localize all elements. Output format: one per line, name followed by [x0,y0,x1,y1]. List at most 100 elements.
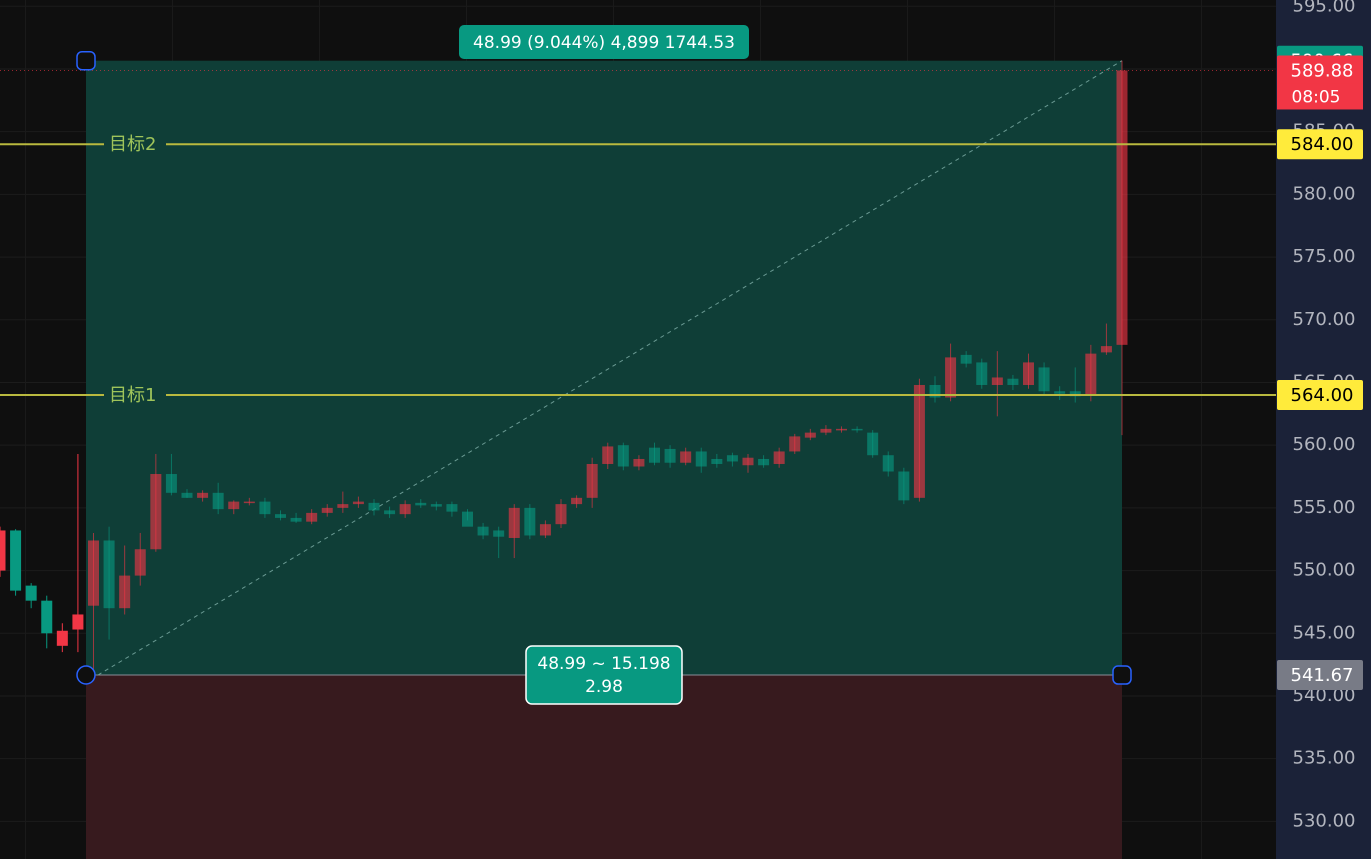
candle-body [929,384,941,398]
candle-body [477,526,489,536]
candle-body [1023,362,1034,385]
y-tick-label: 580.00 [1293,183,1356,204]
candle-body [259,501,271,515]
y-tick-label: 575.00 [1293,246,1356,267]
candle-body [134,549,146,576]
candle-body [882,455,894,472]
candle-body [602,446,614,464]
ratio-box [525,645,683,705]
candle-body [820,428,832,433]
candle-body [41,600,53,634]
candle-body [56,630,68,646]
candle-body [337,504,349,508]
summary-text: 48.99 (9.044%) 4,899 1744.53 [473,33,735,53]
candle-body [25,585,37,601]
y-tick-label: 545.00 [1293,622,1356,643]
ratio-text: 2.98 [585,677,623,697]
candle-body [508,507,520,538]
target-label: 目标1 [109,385,156,406]
candle-body [290,517,302,522]
countdown: 08:05 [1292,87,1341,107]
candle-body [228,501,240,510]
countdown-bg [1277,83,1363,110]
candle-body [586,463,598,498]
loss-zone [86,675,1122,859]
candle-body [960,354,972,364]
grid-line-vertical [25,0,26,859]
candle-body [150,474,162,550]
candle-body [1069,391,1081,397]
candle-body [789,436,801,452]
candle-body [773,451,785,464]
candle-body [664,448,676,463]
diagonal [97,60,1123,676]
candle-body [243,501,255,504]
candle-body [1054,391,1066,394]
candle-body [212,492,224,510]
candle-body [571,497,583,505]
handle [76,50,96,71]
candle-body [10,530,22,591]
candle-body [462,511,473,527]
candle-body [72,614,84,630]
candle-body [711,458,723,464]
candle-body [181,492,193,498]
candle-body [649,447,660,463]
candle-body [1007,378,1019,385]
price-tag [1277,129,1363,160]
y-tick-label: 535.00 [1293,748,1356,769]
summary-box [459,25,749,59]
candle-body [695,451,707,467]
candle-body [321,507,333,513]
candle-body [898,471,910,501]
candle-body [446,504,458,512]
candle-body [493,530,505,537]
candle-body [165,474,177,493]
candle-body [836,428,847,431]
candle-body [352,501,364,505]
candle-body [991,377,1003,385]
y-tick-label: 550.00 [1293,560,1356,581]
handle [1112,665,1132,685]
candle-body [306,512,318,522]
candle-body [867,432,879,456]
profit-zone [86,60,1122,676]
candle-body [197,492,209,498]
candle-body [555,504,567,525]
candle-body [758,458,770,466]
candle-body [368,502,380,511]
candle-body [524,507,536,536]
candle-body [119,575,131,609]
candle-body [539,524,551,536]
y-tick-label: 570.00 [1293,309,1356,330]
candle-body [976,362,988,385]
price-tag-label: 584.00 [1291,134,1354,155]
ratio-text: 48.99 ~ 15.198 [537,654,670,674]
candle-body [0,530,6,571]
candle-body [1085,353,1097,396]
target-label: 目标2 [109,134,156,155]
y-tick-label: 595.00 [1293,0,1356,16]
candle-body [1100,346,1112,353]
price-tag [1277,660,1363,691]
price-tag [1277,55,1363,86]
candle-body [633,458,645,467]
candle-body [742,457,754,466]
candle-body [945,357,957,398]
candle-body [384,510,396,515]
y-tick-label: 555.00 [1293,497,1356,518]
candle-body [726,455,738,462]
price-tag [1277,380,1363,411]
candle-body [1038,367,1050,392]
candle-body [275,514,286,518]
handle [76,665,96,685]
candle-body [415,502,427,506]
candle-body [399,504,411,515]
candle-body [804,432,816,438]
y-tick-label: 530.00 [1293,810,1356,831]
candle-body [851,428,863,431]
candle-body [617,445,629,467]
price-tag-label: 541.67 [1291,665,1354,686]
